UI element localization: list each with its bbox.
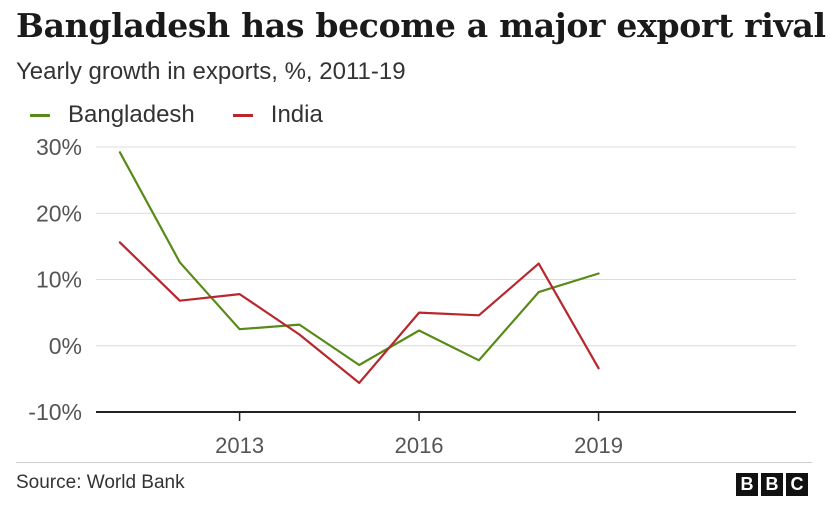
legend-swatch-bangladesh [30,113,50,117]
bbc-logo: B B C [733,473,808,496]
legend-label-bangladesh: Bangladesh [68,101,195,128]
source-note: Source: World Bank [16,472,185,493]
bbc-logo-letter-c: C [786,473,808,496]
x-tick-label: 2013 [215,433,264,458]
series-line-india [118,241,600,384]
y-tick-label: 20% [36,200,82,226]
legend: Bangladesh India [16,100,347,130]
series-line-bangladesh [118,151,600,367]
chart-title: Bangladesh has become a major export riv… [16,6,826,45]
legend-item-bangladesh: Bangladesh [16,101,195,129]
y-tick-label: 0% [49,333,82,359]
legend-item-india: India [219,101,323,129]
bbc-logo-letter-b1: B [736,473,758,496]
chart-subtitle: Yearly growth in exports, %, 2011-19 [16,58,406,85]
x-tick-label: 2016 [395,433,444,458]
legend-swatch-india [232,113,253,117]
footer-divider [16,462,812,463]
y-tick-label: 10% [36,267,82,293]
x-tick-label: 2019 [574,433,623,458]
y-tick-label: 30% [36,134,82,160]
legend-label-india: India [270,101,323,128]
y-tick-label: -10% [28,399,82,425]
bbc-logo-letter-b2: B [761,473,783,496]
